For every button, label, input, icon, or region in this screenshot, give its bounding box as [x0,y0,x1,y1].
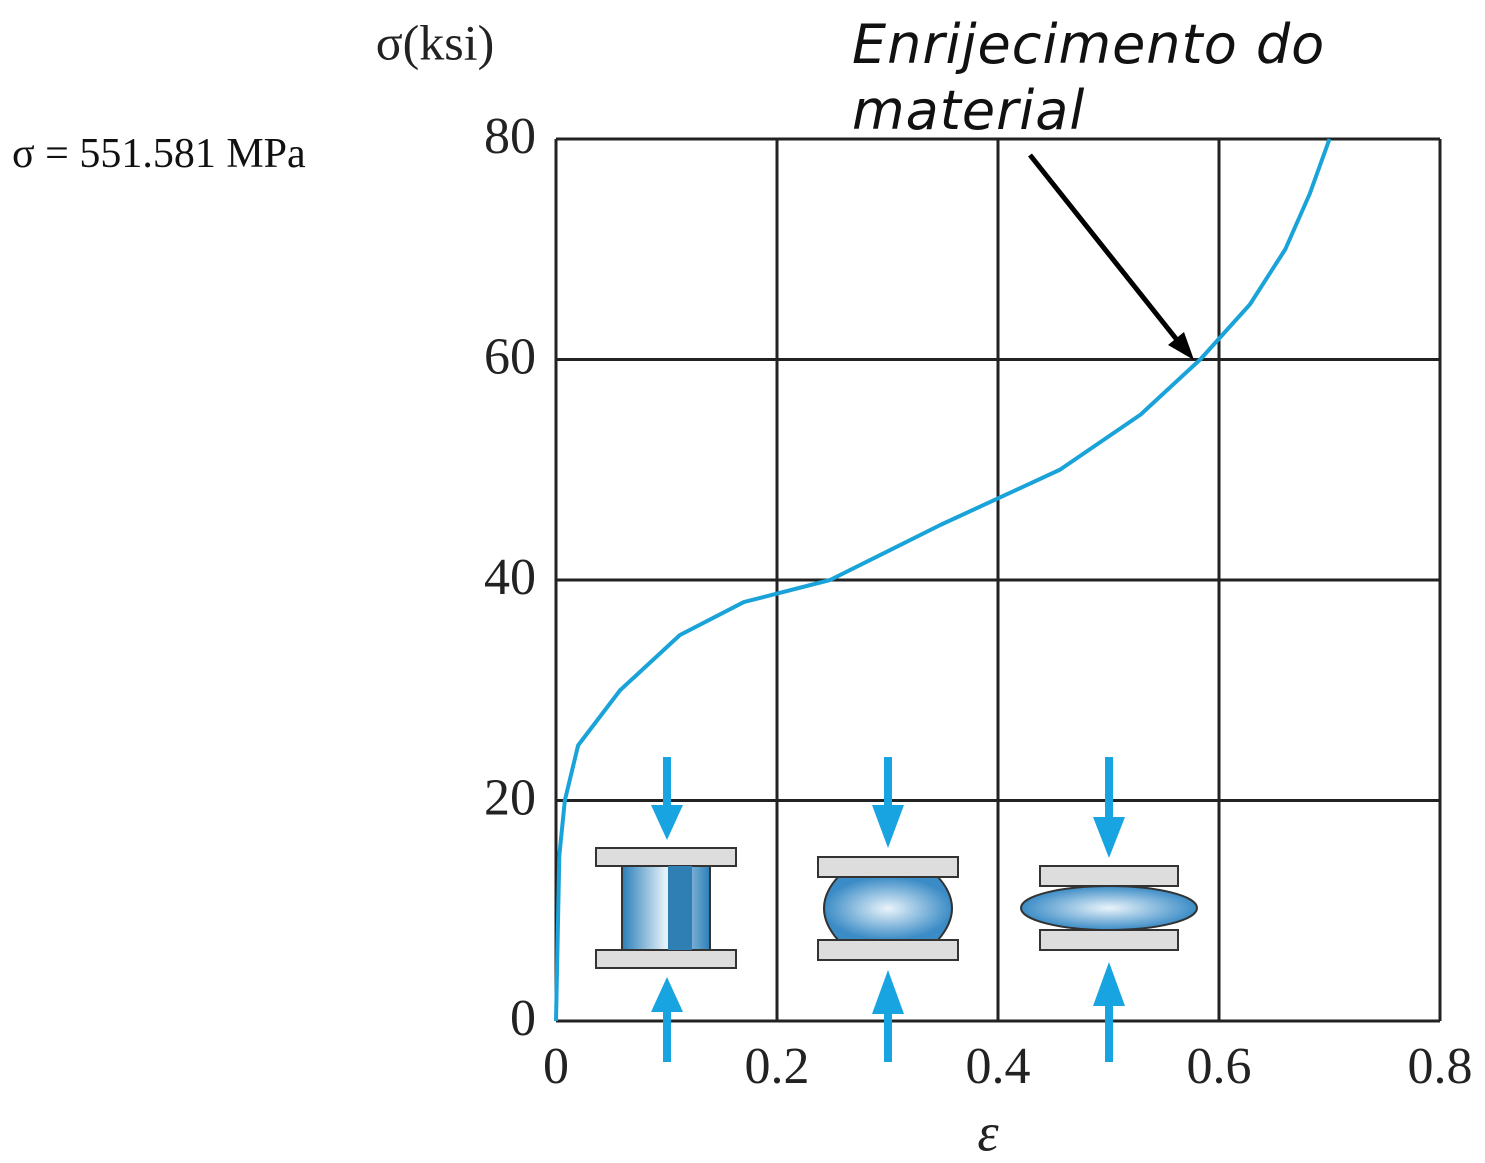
y-tick-label: 80 [484,108,536,165]
x-axis-label: ε [977,1102,999,1162]
x-tick-label: 0.2 [745,1038,810,1095]
y-tick-label: 0 [510,990,536,1047]
x-tick-label: 0.8 [1408,1038,1473,1095]
page: σ(ksi) ε 0 20 40 60 80 0 0.2 0.4 0.6 0.8 Enrijeci… [0,0,1485,1163]
side-note: σ = 551.581 MPa [12,130,306,178]
specimen-illustrations [596,757,1197,1062]
y-axis-label: σ(ksi) [376,14,495,70]
annotation: Enrijecimento do material [852,12,1422,144]
y-tick-label: 40 [484,549,536,606]
y-tick-label: 60 [484,328,536,385]
x-tick-label: 0 [543,1038,569,1095]
x-tick-label: 0.6 [1187,1038,1252,1095]
annotation-arrow [1030,155,1185,350]
y-tick-label: 20 [484,769,536,826]
x-tick-label: 0.4 [966,1038,1031,1095]
